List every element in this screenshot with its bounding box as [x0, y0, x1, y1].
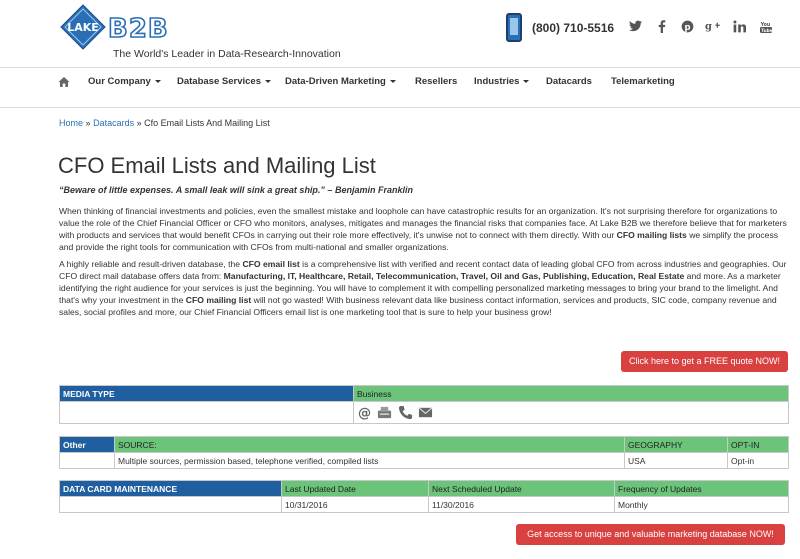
caret-down-icon: [154, 79, 161, 83]
mail-envelope-icon: [418, 407, 433, 418]
svg-text:@: @: [358, 406, 371, 420]
details-paragraph: A highly reliable and result-driven data…: [59, 259, 787, 317]
geography-label: GEOGRAPHY: [624, 436, 728, 453]
pinterest-icon[interactable]: p: [679, 20, 695, 36]
caret-down-icon: [389, 79, 396, 83]
logo-word-b2b: B2B: [107, 13, 169, 45]
mobile-phone-icon: [506, 13, 522, 42]
nav-resellers[interactable]: Resellers: [415, 76, 458, 87]
home-icon[interactable]: [58, 76, 70, 88]
email-icon: @: [358, 406, 371, 420]
other-header: Other: [59, 436, 115, 453]
nav-telemarketing[interactable]: Telemarketing: [611, 76, 675, 87]
svg-text:You: You: [760, 22, 771, 28]
intro-paragraph: When thinking of financial investments a…: [59, 206, 787, 252]
quote: “Beware of little expenses. A small leak…: [59, 185, 413, 195]
breadcrumb-home[interactable]: Home: [59, 118, 84, 128]
optin-label: OPT-IN: [727, 436, 789, 453]
media-type-value: Business: [353, 385, 789, 402]
breadcrumb-current: Cfo Email Lists And Mailing List: [144, 118, 270, 128]
last-updated-value: 10/31/2016: [281, 496, 429, 513]
next-update-value: 11/30/2016: [428, 496, 615, 513]
telephone-icon: [398, 405, 412, 420]
source-label: SOURCE:: [114, 436, 625, 453]
other-table: Other SOURCE: GEOGRAPHY OPT-IN Multiple …: [59, 436, 789, 469]
free-quote-button[interactable]: Click here to get a FREE quote NOW!: [621, 351, 788, 372]
main-nav: Our Company Database Services Data-Drive…: [0, 67, 800, 108]
facebook-icon[interactable]: [654, 20, 670, 36]
breadcrumb: Home » Datacards » Cfo Email Lists And M…: [59, 118, 270, 128]
media-type-header: MEDIA TYPE: [59, 385, 354, 402]
logo-diamond-icon: LAKE: [60, 4, 106, 50]
site-header: LAKE B2B The World's Leader in Data-Rese…: [0, 0, 800, 68]
fax-icon: [378, 406, 392, 419]
maintenance-table: DATA CARD MAINTENANCE Last Updated Date …: [59, 480, 789, 513]
twitter-icon[interactable]: [627, 20, 643, 35]
logo-word-lake: LAKE: [67, 21, 99, 34]
phone-number[interactable]: (800) 710-5516: [532, 21, 615, 35]
svg-text:Tube: Tube: [761, 28, 772, 33]
tagline: The World's Leader in Data-Research-Inno…: [113, 48, 341, 60]
caret-down-icon: [264, 79, 271, 83]
caret-down-icon: [523, 79, 530, 83]
page-title: CFO Email Lists and Mailing List: [58, 153, 376, 178]
last-updated-label: Last Updated Date: [281, 480, 429, 497]
nav-database-services[interactable]: Database Services: [177, 76, 271, 87]
optin-value: Opt-in: [727, 452, 789, 469]
svg-text:p: p: [684, 22, 690, 32]
get-access-button[interactable]: Get access to unique and valuable market…: [516, 524, 785, 545]
google-plus-icon[interactable]: g: [705, 20, 721, 36]
frequency-value: Monthly: [614, 496, 789, 513]
maintenance-header: DATA CARD MAINTENANCE: [59, 480, 282, 497]
breadcrumb-datacards[interactable]: Datacards: [93, 118, 135, 128]
youtube-icon[interactable]: You Tube: [758, 20, 774, 37]
nav-data-driven-marketing[interactable]: Data-Driven Marketing: [285, 76, 396, 87]
geography-value: USA: [624, 452, 728, 469]
linkedin-icon[interactable]: [731, 20, 747, 36]
nav-our-company[interactable]: Our Company: [88, 76, 161, 87]
next-update-label: Next Scheduled Update: [428, 480, 615, 497]
media-type-table: MEDIA TYPE Business @: [59, 385, 789, 424]
nav-industries[interactable]: Industries: [474, 76, 530, 87]
frequency-label: Frequency of Updates: [614, 480, 789, 497]
logo[interactable]: LAKE B2B The World's Leader in Data-Rese…: [60, 4, 341, 64]
media-icons: @: [353, 401, 789, 424]
svg-text:g: g: [705, 22, 712, 33]
source-value: Multiple sources, permission based, tele…: [114, 452, 625, 469]
nav-datacards[interactable]: Datacards: [546, 76, 592, 87]
